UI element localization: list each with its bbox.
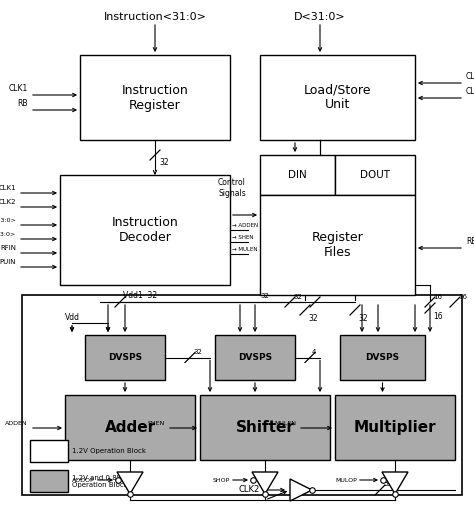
Text: 16: 16 bbox=[458, 294, 467, 300]
Text: CLK2: CLK2 bbox=[466, 87, 474, 96]
Text: Vdd1  32: Vdd1 32 bbox=[123, 291, 157, 300]
Text: DVSPS: DVSPS bbox=[365, 353, 400, 362]
Text: 1.2V and 0.8V
Operation Block: 1.2V and 0.8V Operation Block bbox=[72, 474, 128, 488]
Bar bbox=[340, 335, 425, 380]
Text: 1.2V Operation Block: 1.2V Operation Block bbox=[72, 448, 146, 454]
Text: CLK2: CLK2 bbox=[239, 486, 260, 494]
Bar bbox=[60, 175, 230, 285]
Text: CLK1: CLK1 bbox=[466, 72, 474, 81]
Text: Multiplier: Multiplier bbox=[354, 420, 436, 435]
Text: ADDEN: ADDEN bbox=[5, 421, 28, 426]
Polygon shape bbox=[382, 472, 408, 494]
Text: Control
Signals: Control Signals bbox=[218, 178, 246, 198]
Text: DOUT: DOUT bbox=[360, 170, 390, 180]
Bar bbox=[260, 55, 415, 140]
Text: CLK1: CLK1 bbox=[9, 84, 28, 93]
Text: → ADDEN: → ADDEN bbox=[232, 223, 258, 228]
Bar bbox=[85, 335, 165, 380]
Bar bbox=[200, 395, 330, 460]
Text: 32: 32 bbox=[193, 350, 202, 355]
Text: 4: 4 bbox=[312, 350, 316, 355]
Bar bbox=[335, 395, 455, 460]
Bar bbox=[80, 55, 230, 140]
Text: RB: RB bbox=[18, 99, 28, 108]
Text: Vdd: Vdd bbox=[64, 313, 80, 322]
Text: PUSel<3:0>: PUSel<3:0> bbox=[0, 232, 16, 237]
Text: 32: 32 bbox=[358, 314, 368, 323]
Bar bbox=[260, 155, 335, 195]
Text: 32: 32 bbox=[308, 314, 318, 323]
Text: 32: 32 bbox=[383, 479, 392, 488]
Text: SHEN: SHEN bbox=[148, 421, 165, 426]
Text: Instruction
Register: Instruction Register bbox=[122, 83, 188, 112]
Bar bbox=[22, 295, 462, 495]
Text: MULEN: MULEN bbox=[274, 421, 296, 426]
Text: MULOP: MULOP bbox=[335, 477, 357, 483]
Bar bbox=[65, 395, 195, 460]
Text: 32: 32 bbox=[159, 158, 169, 167]
Text: CLK2: CLK2 bbox=[0, 199, 16, 205]
Text: 16: 16 bbox=[433, 294, 442, 300]
Text: CLK1: CLK1 bbox=[0, 185, 16, 191]
Polygon shape bbox=[117, 472, 143, 494]
Text: RB: RB bbox=[466, 237, 474, 246]
Text: Adder: Adder bbox=[104, 420, 155, 435]
Bar bbox=[215, 335, 295, 380]
Text: → SHEN: → SHEN bbox=[232, 235, 254, 240]
Bar bbox=[30, 470, 68, 492]
Bar bbox=[335, 155, 415, 195]
Bar bbox=[260, 195, 415, 295]
Text: Load/Store
Unit: Load/Store Unit bbox=[304, 83, 371, 112]
Text: PUIN: PUIN bbox=[0, 259, 16, 265]
Polygon shape bbox=[290, 479, 312, 501]
Text: 32: 32 bbox=[260, 293, 269, 299]
Text: DIN: DIN bbox=[288, 170, 307, 180]
Text: DVSPS: DVSPS bbox=[108, 353, 142, 362]
Text: RFIN: RFIN bbox=[0, 245, 16, 251]
Text: Instruction
Decoder: Instruction Decoder bbox=[111, 216, 178, 244]
Polygon shape bbox=[252, 472, 278, 494]
Text: Shifter: Shifter bbox=[236, 420, 294, 435]
Text: 16: 16 bbox=[433, 312, 443, 321]
Text: SHOP: SHOP bbox=[213, 477, 230, 483]
Text: Instruction<31:0>: Instruction<31:0> bbox=[103, 12, 207, 22]
Text: ADDOP: ADDOP bbox=[73, 477, 95, 483]
Text: D<31:0>: D<31:0> bbox=[294, 12, 346, 22]
Text: 32: 32 bbox=[293, 294, 302, 300]
Bar bbox=[30, 440, 68, 462]
Text: DVSPS: DVSPS bbox=[238, 353, 272, 362]
Text: Register
Files: Register Files bbox=[311, 231, 364, 259]
Text: RFSel<3:0>: RFSel<3:0> bbox=[0, 218, 16, 223]
Text: → MULEN: → MULEN bbox=[232, 247, 257, 252]
